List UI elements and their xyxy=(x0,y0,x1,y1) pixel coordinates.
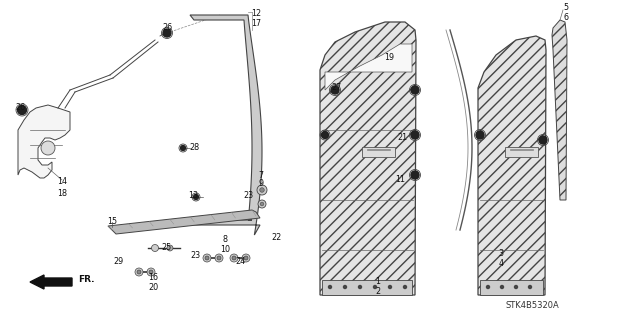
Polygon shape xyxy=(552,20,567,200)
Circle shape xyxy=(321,131,328,138)
Text: 2: 2 xyxy=(376,286,381,295)
Circle shape xyxy=(260,202,264,206)
Text: 23: 23 xyxy=(190,251,200,261)
Circle shape xyxy=(193,195,198,199)
Text: 4: 4 xyxy=(499,259,504,269)
Text: 29: 29 xyxy=(113,257,123,266)
Circle shape xyxy=(167,245,173,251)
Text: 3: 3 xyxy=(499,249,504,258)
Text: FR.: FR. xyxy=(78,276,95,285)
Text: 20: 20 xyxy=(148,284,158,293)
Text: 6: 6 xyxy=(563,13,568,23)
Circle shape xyxy=(17,106,26,115)
Polygon shape xyxy=(478,36,546,295)
Circle shape xyxy=(260,188,264,192)
Text: 26: 26 xyxy=(162,24,172,33)
Text: 16: 16 xyxy=(148,272,158,281)
Circle shape xyxy=(374,286,376,288)
Polygon shape xyxy=(322,280,412,295)
Text: 24: 24 xyxy=(235,256,245,265)
Circle shape xyxy=(476,131,484,139)
Circle shape xyxy=(500,286,504,288)
Circle shape xyxy=(486,286,490,288)
Text: 28: 28 xyxy=(189,143,199,152)
Circle shape xyxy=(388,286,392,288)
Text: 8: 8 xyxy=(223,235,227,244)
Circle shape xyxy=(539,136,547,144)
Text: 21: 21 xyxy=(397,133,407,143)
Circle shape xyxy=(328,286,332,288)
Circle shape xyxy=(258,200,266,208)
Circle shape xyxy=(411,86,419,94)
Text: 18: 18 xyxy=(57,189,67,197)
Text: 5: 5 xyxy=(563,4,568,12)
Circle shape xyxy=(135,268,143,276)
Circle shape xyxy=(344,286,346,288)
Circle shape xyxy=(244,256,248,260)
Text: 9: 9 xyxy=(259,180,264,189)
Circle shape xyxy=(41,141,55,155)
Circle shape xyxy=(152,244,159,251)
Text: 14: 14 xyxy=(57,177,67,187)
Text: 15: 15 xyxy=(107,218,117,226)
Circle shape xyxy=(411,171,419,179)
Circle shape xyxy=(358,286,362,288)
Circle shape xyxy=(411,131,419,139)
Text: 11: 11 xyxy=(395,175,405,184)
Circle shape xyxy=(529,286,531,288)
Circle shape xyxy=(257,185,267,195)
Polygon shape xyxy=(362,147,395,157)
Circle shape xyxy=(242,254,250,262)
Circle shape xyxy=(205,256,209,260)
Circle shape xyxy=(217,256,221,260)
Circle shape xyxy=(147,268,155,276)
Text: 7: 7 xyxy=(259,170,264,180)
Text: STK4B5320A: STK4B5320A xyxy=(505,301,559,310)
Text: 27: 27 xyxy=(332,83,342,92)
Polygon shape xyxy=(505,147,538,157)
Polygon shape xyxy=(190,15,262,235)
Circle shape xyxy=(180,145,186,151)
Circle shape xyxy=(137,270,141,274)
Text: 12: 12 xyxy=(251,10,261,19)
Text: 23: 23 xyxy=(243,191,253,201)
Circle shape xyxy=(232,256,236,260)
Text: 19: 19 xyxy=(384,54,394,63)
Text: 10: 10 xyxy=(220,246,230,255)
Circle shape xyxy=(203,254,211,262)
Circle shape xyxy=(149,270,153,274)
Polygon shape xyxy=(325,44,412,90)
Text: 1: 1 xyxy=(376,277,381,286)
Circle shape xyxy=(515,286,518,288)
Polygon shape xyxy=(320,22,416,295)
Circle shape xyxy=(215,254,223,262)
Circle shape xyxy=(230,254,238,262)
Text: 25: 25 xyxy=(162,243,172,253)
Polygon shape xyxy=(108,210,260,234)
Circle shape xyxy=(163,29,171,37)
Text: 17: 17 xyxy=(251,19,261,28)
Text: 13: 13 xyxy=(188,191,198,201)
Polygon shape xyxy=(18,105,70,178)
Polygon shape xyxy=(480,280,543,295)
FancyArrow shape xyxy=(30,275,72,289)
Circle shape xyxy=(403,286,406,288)
Text: 26: 26 xyxy=(15,103,25,113)
Text: 22: 22 xyxy=(272,234,282,242)
Circle shape xyxy=(331,86,339,94)
